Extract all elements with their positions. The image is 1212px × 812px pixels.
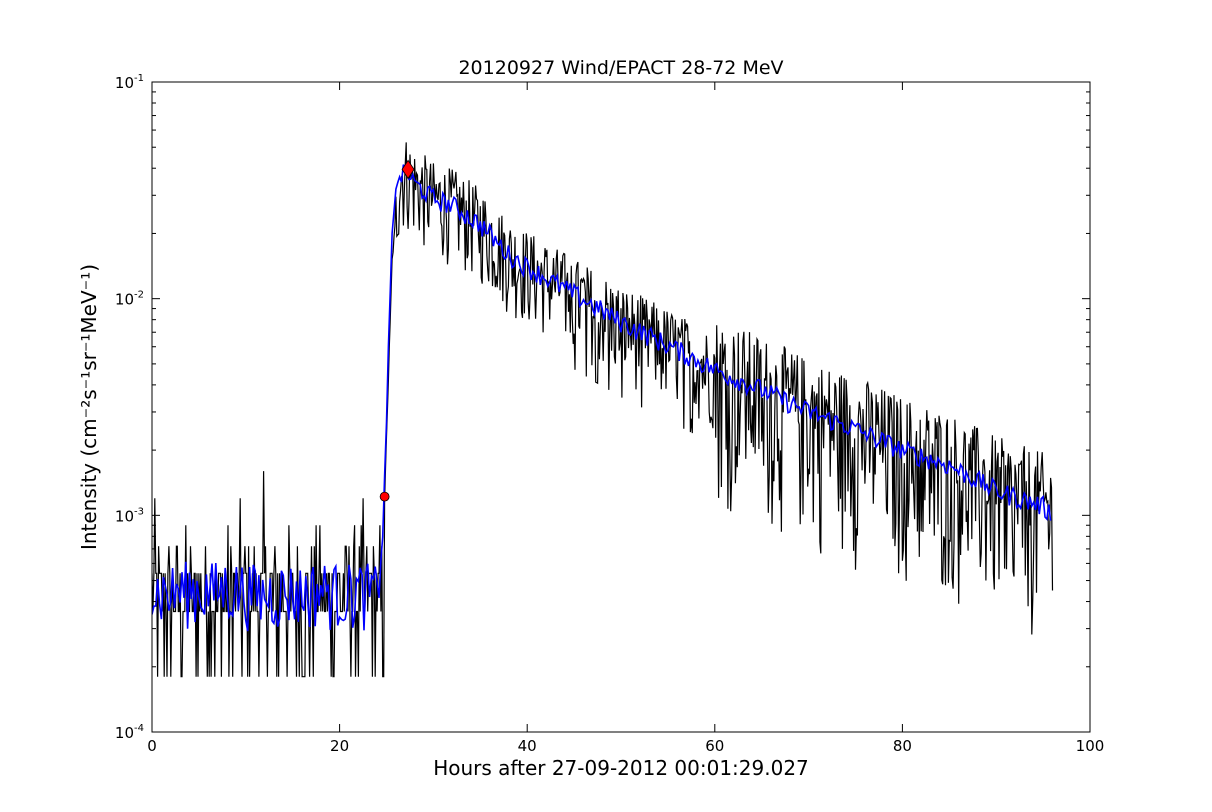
x-axis: 0 20 40 60 80 100 (147, 82, 1104, 755)
x-tick-label: 20 (330, 737, 349, 755)
x-tick-label: 0 (147, 737, 157, 755)
plot-frame (151, 81, 1091, 733)
y-tick-label: 10-4 (115, 723, 144, 742)
x-axis-label: Hours after 27-09-2012 00:01:29.027 (433, 756, 809, 780)
peak-marker (401, 159, 415, 180)
y-axis: 10-4 10-3 10-2 10-1 (115, 73, 1090, 742)
raw-intensity-line (152, 142, 1054, 678)
plot-area (152, 142, 1054, 678)
x-tick-label: 60 (705, 737, 724, 755)
onset-marker (379, 491, 390, 502)
chart-title: 20120927 Wind/EPACT 28-72 MeV (458, 57, 783, 79)
y-tick-label: 10-1 (115, 73, 144, 92)
x-tick-label: 80 (893, 737, 912, 755)
data-layer (152, 142, 1054, 678)
smoothed-intensity-line (152, 164, 1052, 632)
y-tick-label: 10-2 (115, 290, 144, 309)
x-tick-label: 40 (518, 737, 537, 755)
event-markers (379, 159, 415, 502)
y-tick-label: 10-3 (115, 506, 144, 525)
y-axis-label: Intensity (cm⁻²s⁻¹sr⁻¹MeV⁻¹) (77, 264, 101, 550)
x-tick-label: 100 (1076, 737, 1105, 755)
